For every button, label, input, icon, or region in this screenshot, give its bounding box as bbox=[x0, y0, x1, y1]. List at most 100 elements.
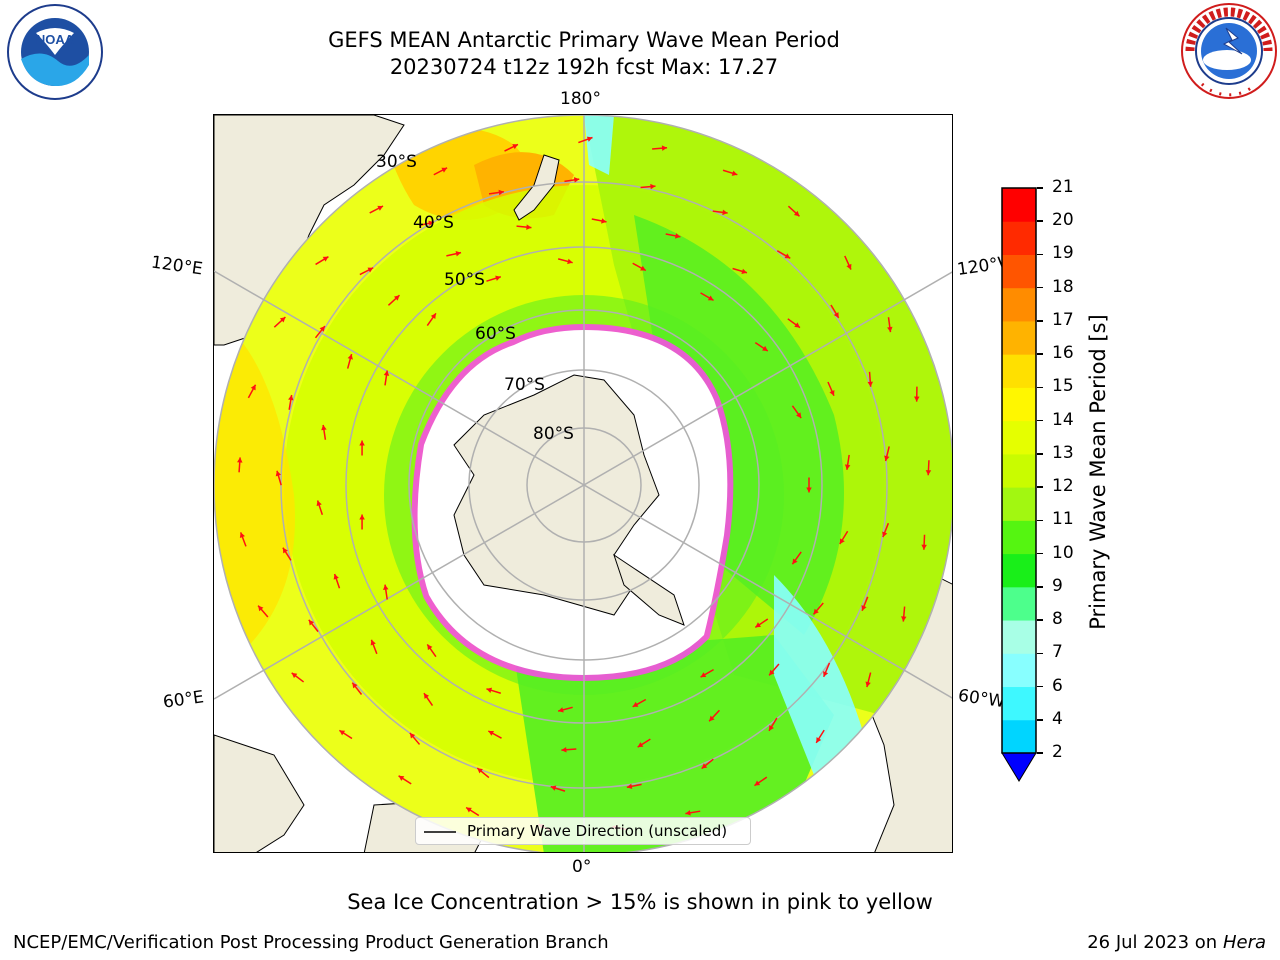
noaa-logo-icon: NOAA bbox=[7, 4, 103, 100]
wave-arrow-head bbox=[282, 547, 288, 554]
wave-arrow-head bbox=[793, 210, 800, 217]
wave-arrow-head bbox=[823, 671, 829, 677]
wave-arrow-head bbox=[383, 370, 390, 376]
wave-arrow-head bbox=[427, 644, 433, 651]
antarctica-landmass bbox=[453, 374, 660, 616]
wave-arrow-head bbox=[833, 312, 839, 318]
wave-arrow-head bbox=[486, 687, 493, 693]
wave-arrow-head bbox=[882, 531, 888, 538]
colorbar-tick-label: 6 bbox=[1052, 675, 1063, 696]
colorbar-segment bbox=[1002, 188, 1036, 222]
colorbar-tick-mark bbox=[1037, 619, 1043, 621]
lat-label-80s: 80°S bbox=[533, 424, 574, 444]
wave-arrow-head bbox=[675, 233, 681, 239]
wave-arrow-head bbox=[806, 487, 812, 493]
colorbar-tick-label: 14 bbox=[1052, 409, 1074, 430]
wave-arrow-head bbox=[567, 258, 573, 265]
wave-arrow-head bbox=[308, 619, 315, 626]
colorbar-tick-mark bbox=[1037, 253, 1043, 256]
colorbar-tick-mark bbox=[1037, 552, 1043, 555]
lon-label-0: 0° bbox=[572, 857, 592, 877]
colorbar-segment bbox=[1002, 287, 1036, 322]
colorbar-tick-mark bbox=[1037, 419, 1043, 422]
wave-arrow-head bbox=[650, 183, 656, 190]
wave-arrow-head bbox=[316, 500, 322, 507]
wave-arrow-head bbox=[550, 785, 557, 791]
wave-arrow-head bbox=[291, 672, 298, 679]
colorbar-tick-label: 16 bbox=[1052, 343, 1074, 364]
wave-arrow-head bbox=[383, 584, 389, 591]
wave-arrow-head bbox=[754, 780, 761, 786]
colorbar-label: Primary Wave Mean Period [s] bbox=[1086, 314, 1110, 630]
wave-arrow-head bbox=[466, 807, 472, 813]
wave-direction-arrows bbox=[237, 136, 932, 832]
wave-arrow-head bbox=[640, 265, 646, 271]
lat-label-40s: 40°S bbox=[413, 213, 454, 233]
wave-arrow-head bbox=[839, 538, 845, 545]
wave-arrow-head bbox=[409, 732, 416, 739]
wave-arrow-head bbox=[701, 763, 708, 769]
wave-arrow-head bbox=[707, 295, 714, 301]
wave-arrow-head bbox=[844, 464, 851, 470]
wave-arrow-head bbox=[319, 326, 325, 332]
wave-arrow-head bbox=[455, 251, 462, 257]
lon-label-180: 180° bbox=[560, 89, 601, 109]
colorbar-segment bbox=[1002, 620, 1036, 654]
colorbar-tick-mark bbox=[1037, 586, 1043, 588]
wave-arrow-head bbox=[722, 209, 728, 216]
wave-arrow-head bbox=[393, 295, 400, 301]
chart-subtitle: 20230724 t12z 192h fcst Max: 17.27 bbox=[389, 55, 779, 79]
wave-arrow-head bbox=[322, 256, 329, 262]
footer-date-text: 26 Jul 2023 on bbox=[1087, 932, 1223, 953]
colorbar-segment bbox=[1002, 487, 1036, 521]
wave-arrow-head bbox=[846, 263, 852, 270]
colorbar-segment bbox=[1002, 686, 1036, 721]
colorbar-tick-label: 9 bbox=[1052, 575, 1063, 596]
colorbar-segment bbox=[1002, 420, 1036, 455]
wave-arrow-head bbox=[498, 189, 504, 196]
wave-arrow-head bbox=[239, 532, 246, 539]
colorbar-tick-mark bbox=[1037, 386, 1043, 389]
polar-map bbox=[213, 114, 953, 853]
wave-arrow-head bbox=[709, 715, 715, 722]
wave-arrow-head bbox=[347, 354, 353, 360]
colorbar-tick-label: 12 bbox=[1052, 476, 1074, 497]
wave-arrow-head bbox=[339, 730, 346, 736]
wave-arrow-head bbox=[685, 810, 691, 816]
wave-arrow-head bbox=[279, 317, 286, 323]
wave-arrow-head bbox=[333, 574, 339, 580]
wave-arrow-head bbox=[275, 470, 282, 477]
wave-arrow-head bbox=[359, 440, 365, 446]
wave-arrow-head bbox=[700, 672, 707, 678]
wave-arrow-head bbox=[884, 455, 890, 462]
colorbar-tick-label: 2 bbox=[1052, 742, 1063, 762]
colorbar-segment bbox=[1002, 719, 1036, 754]
colorbar-segment bbox=[1002, 553, 1036, 588]
wave-arrow-head bbox=[865, 681, 871, 688]
wave-arrow-head bbox=[632, 701, 639, 707]
colorbar-segment bbox=[1002, 520, 1036, 555]
colorbar-tick-label: 10 bbox=[1052, 542, 1074, 563]
wave-arrow-head bbox=[769, 725, 774, 731]
lon-label-60e: 60°E bbox=[161, 687, 206, 713]
lat-label-70s: 70°S bbox=[504, 375, 545, 395]
wave-arrow-head bbox=[288, 394, 294, 401]
wave-arrow-head bbox=[558, 707, 564, 713]
wave-arrow-head bbox=[784, 253, 791, 259]
colorbar-tick-label: 21 bbox=[1052, 177, 1074, 197]
footer-date: 26 Jul 2023 on Hera bbox=[1087, 932, 1266, 953]
lat-label-60s: 60°S bbox=[475, 324, 516, 344]
colorbar-tick-mark bbox=[1037, 220, 1043, 222]
colorbar-tick-label: 18 bbox=[1052, 276, 1074, 297]
colorbar-tick-label: 17 bbox=[1052, 309, 1074, 330]
colorbar-tick-mark bbox=[1037, 486, 1043, 488]
wave-arrow-head bbox=[321, 424, 327, 431]
colorbar bbox=[1001, 187, 1037, 782]
graticule bbox=[214, 115, 952, 852]
colorbar-segment bbox=[1002, 453, 1036, 488]
wave-arrow-head bbox=[601, 218, 607, 224]
wave-arrow-head bbox=[495, 275, 501, 281]
colorbar-tick-mark bbox=[1037, 353, 1043, 355]
new-zealand-land bbox=[513, 154, 560, 221]
lon-label-60w: 60°W bbox=[956, 685, 1007, 713]
